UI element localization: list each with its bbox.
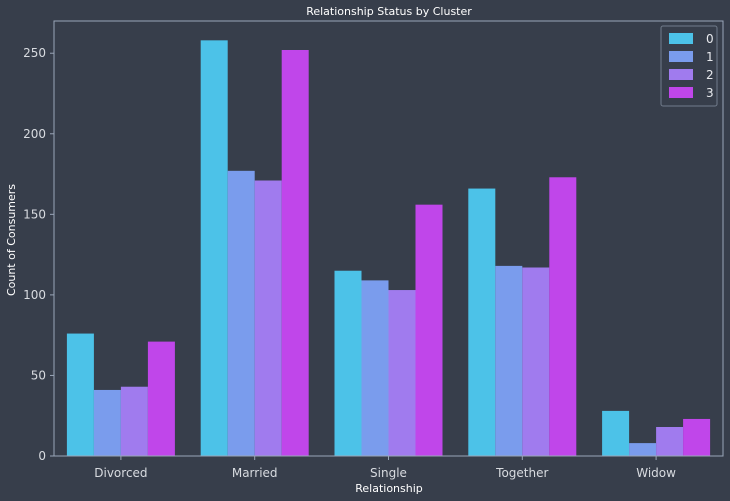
bar-together-cluster-0 (468, 188, 496, 457)
bar-single-cluster-0 (334, 270, 362, 456)
x-axis-label: Relationship (355, 482, 423, 495)
bars-group (66, 40, 711, 457)
plot-frame (53, 20, 724, 457)
bar-married-cluster-2 (254, 180, 282, 456)
legend-box (660, 25, 718, 107)
legend-label-3: 3 (706, 86, 714, 100)
x-tick-label-together: Together (495, 466, 548, 480)
bar-married-cluster-3 (281, 50, 309, 456)
x-tick-label-married: Married (232, 466, 278, 480)
y-axis: 0 50 100 150 200 250 (23, 46, 54, 463)
bar-single-cluster-1 (361, 280, 389, 456)
bar-widow-cluster-3 (683, 418, 711, 456)
x-tick-label-widow: Widow (636, 466, 676, 480)
bar-divorced-cluster-3 (147, 341, 175, 456)
legend-label-0: 0 (706, 32, 714, 46)
y-tick-label: 100 (23, 288, 46, 302)
y-axis-label: Count of Consumers (5, 184, 18, 296)
bar-married-cluster-0 (200, 40, 228, 456)
bar-single-cluster-3 (415, 204, 443, 456)
legend-label-1: 1 (706, 50, 714, 64)
x-tick-label-single: Single (370, 466, 407, 480)
bar-widow-cluster-1 (629, 443, 657, 456)
bar-together-cluster-2 (522, 267, 550, 456)
legend-swatch-0 (669, 33, 693, 44)
y-tick-label: 250 (23, 46, 46, 60)
x-axis: Divorced Married Single Together Widow (94, 456, 676, 480)
bar-divorced-cluster-0 (66, 333, 94, 456)
x-tick-label-divorced: Divorced (94, 466, 147, 480)
bar-single-cluster-2 (388, 290, 416, 456)
y-tick-label: 50 (31, 368, 46, 382)
bar-together-cluster-3 (549, 177, 577, 456)
y-tick-label: 0 (38, 449, 46, 463)
legend-label-2: 2 (706, 68, 714, 82)
bar-married-cluster-1 (227, 170, 255, 457)
bar-widow-cluster-0 (602, 410, 630, 456)
legend-swatch-1 (669, 51, 693, 62)
bar-widow-cluster-2 (656, 427, 684, 456)
legend: 0 1 2 3 (660, 25, 718, 107)
legend-swatch-2 (669, 69, 693, 80)
y-tick-label: 150 (23, 207, 46, 221)
bar-divorced-cluster-1 (93, 389, 121, 456)
y-tick-label: 200 (23, 127, 46, 141)
chart-title: Relationship Status by Cluster (306, 5, 472, 18)
bar-divorced-cluster-2 (120, 386, 148, 456)
legend-swatch-3 (669, 87, 693, 98)
bar-together-cluster-1 (495, 265, 523, 456)
